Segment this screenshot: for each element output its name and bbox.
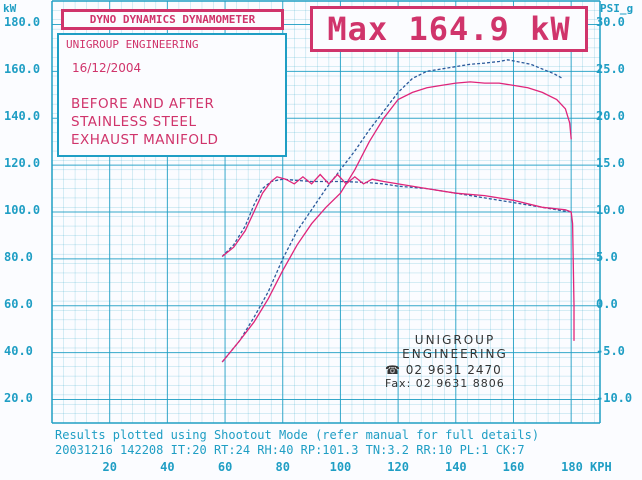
y-tick-right-label: 15.0 (596, 156, 625, 171)
x-tick-label: 60 (217, 460, 233, 474)
series-line-3 (221, 178, 572, 257)
x-tick-label: 100 (329, 460, 352, 474)
x-tick-label: 20 (102, 460, 117, 474)
y-tick-right-label: 10.0 (596, 203, 625, 217)
y-tick-left-label: 60.0 (4, 296, 33, 311)
x-tick-label: 140 (444, 460, 467, 474)
y-tick-left-label: 120.0 (4, 156, 41, 171)
telephone-icon: ☎ (385, 363, 406, 377)
plot-series (221, 59, 575, 363)
y-tick-left-label: 80.0 (4, 249, 33, 264)
y-axis-right-title: PSI_g (600, 2, 634, 15)
y-tick-left-label: 140.0 (4, 109, 41, 124)
y-tick-left-label: 20.0 (4, 390, 33, 405)
info-line-3: EXHAUST MANIFOLD (71, 132, 219, 148)
stamp-line-1: UNIGROUP (414, 333, 496, 347)
info-date: 16/12/2004 (72, 61, 142, 75)
x-tick-label: 180 KPH (561, 460, 612, 474)
series-line-2 (221, 81, 572, 363)
y-tick-right-label: 20.0 (596, 109, 625, 124)
info-company: UNIGROUP ENGINEERING (66, 38, 199, 51)
x-tick-label: 120 (387, 460, 409, 474)
y-axis-left-title: kW (3, 2, 17, 15)
info-panel: UNIGROUP ENGINEERING 16/12/2004 BEFORE A… (57, 33, 287, 157)
series-line-4 (221, 173, 575, 341)
max-power-readout: Max 164.9 kW (310, 6, 588, 52)
y-tick-left-label: 160.0 (4, 62, 41, 77)
x-tick-label: 160 (502, 460, 525, 474)
y-tick-right-label: -10.0 (596, 390, 633, 405)
y-tick-right-label: 30.0 (596, 15, 625, 30)
info-line-1: BEFORE AND AFTER (71, 96, 215, 112)
company-stamp: UNIGROUP ENGINEERING ☎ 02 9631 2470 Fax:… (385, 333, 525, 391)
y-tick-left-label: 40.0 (4, 343, 33, 358)
footer-note: Results plotted using Shootout Mode (ref… (55, 428, 540, 442)
y-tick-right-label: 5.0 (596, 249, 618, 264)
info-line-2: STAINLESS STEEL (71, 114, 197, 130)
y-tick-right-label: 0.0 (596, 296, 618, 311)
footer-run-params: 20031216 142208 IT:20 RT:24 RH:40 RP:101… (55, 443, 525, 457)
y-tick-right-label: 25.0 (596, 62, 625, 77)
stamp-line-2: ENGINEERING (402, 347, 508, 361)
y-tick-left-label: 100.0 (4, 203, 41, 217)
y-tick-left-label: 180.0 (4, 15, 41, 30)
x-tick-label: 40 (160, 460, 175, 474)
x-tick-label: 80 (275, 460, 290, 474)
y-tick-right-label: -5.0 (596, 343, 625, 358)
stamp-phone: 02 9631 2470 (405, 363, 502, 377)
dyno-header-title: DYNO DYNAMICS DYNAMOMETER (61, 9, 284, 30)
series-line-1 (221, 59, 563, 363)
stamp-fax: Fax: 02 9631 8806 (385, 377, 505, 390)
